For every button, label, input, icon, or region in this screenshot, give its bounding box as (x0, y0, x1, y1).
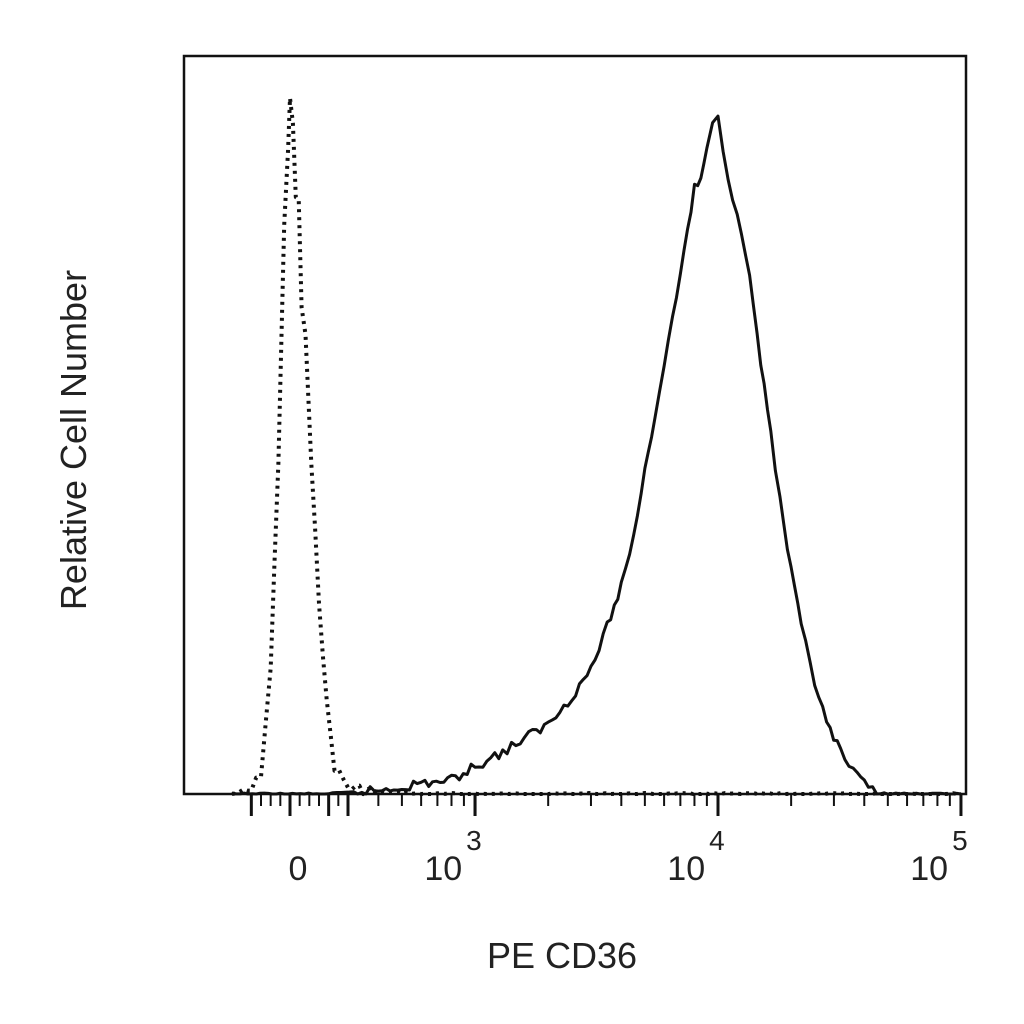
x-tick-labels: 0 103 104 105 (289, 825, 968, 888)
x-tick-label: 104 (667, 825, 724, 888)
series-dotted-line (231, 96, 961, 796)
series-solid-line (231, 114, 962, 796)
plot-frame (182, 54, 968, 796)
y-axis-label: Relative Cell Number (53, 270, 94, 610)
x-tick-label: 105 (910, 825, 967, 888)
x-tick-exponent: 5 (952, 825, 968, 856)
x-tick-label: 103 (424, 825, 481, 888)
series-layer (231, 96, 962, 796)
x-axis-label: PE CD36 (487, 935, 637, 976)
x-tick-exponent: 3 (466, 825, 482, 856)
x-tick-exponent: 4 (709, 825, 725, 856)
x-tick-label: 0 (289, 850, 308, 888)
x-axis-ticks (249, 794, 963, 816)
